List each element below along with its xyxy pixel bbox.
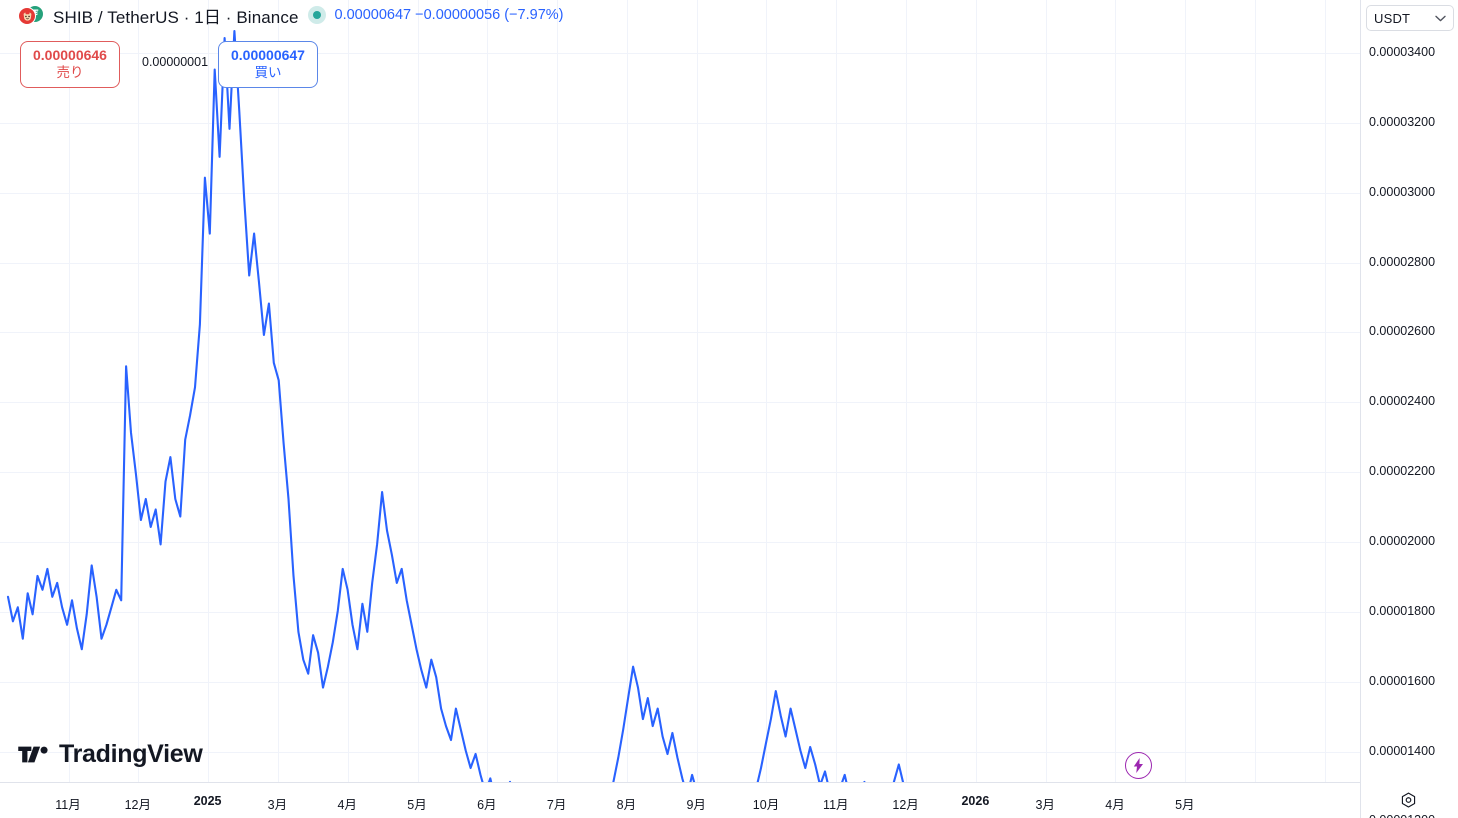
time-tick-label: 7月 [546,798,567,812]
time-tick-label: 3月 [267,798,288,812]
price-tick-label: 0.00002400 [1369,394,1436,409]
ask-price-label: 売り [56,64,84,80]
gridline-horizontal [0,122,1360,124]
price-tick-label: 0.00002200 [1369,464,1436,479]
gridline-vertical [1046,0,1047,782]
time-tick-label: 5月 [407,798,427,812]
time-tick-label: 12月 [124,798,151,812]
price-tick-label: 0.00003400 [1369,45,1436,59]
spread-value: 0.00000001 [142,55,209,69]
last-price-dotted-line [0,0,1360,782]
price-line-series [6,29,905,782]
gridline-vertical [1185,0,1186,782]
price-tick-label: 0.00003200 [1369,114,1436,129]
time-tick-label: 12月 [892,798,919,812]
currency-selector[interactable]: USDT [1366,5,1454,31]
symbol-pair-icon: ₮ [18,5,44,25]
time-tick-label: 10月 [752,798,780,812]
price-tick-label: 0.00001200 [1369,813,1435,818]
gridline-vertical [836,0,837,782]
gridline-vertical [69,0,70,782]
time-tick-label: 4月 [337,798,357,812]
gridline-horizontal [0,262,1360,264]
gridline-vertical [1255,0,1256,782]
price-tick-label: 0.00001800 [1369,603,1436,618]
gridline-horizontal [0,192,1360,194]
tradingview-logo-icon [18,746,48,763]
gridline-vertical [487,0,488,782]
gear-glyph-icon [1401,792,1415,808]
symbol-title[interactable]: SHIB / TetherUS · 1日 · Binance [53,7,299,27]
time-tick-label: 8月 [616,798,637,812]
gridline-vertical [138,0,139,782]
market-open-dot-icon [307,6,326,24]
price-axis[interactable]: USDT 0.00003400 0.00003200 0.00003000 0.000… [1360,0,1458,818]
time-tick-label: 6月 [477,798,497,812]
gridline-vertical [208,0,209,782]
price-line-path [6,29,905,782]
time-tick-label: 3月 [1035,798,1055,812]
price-tick-label: 0.00001600 [1369,673,1436,688]
time-tick-label: 4月 [1105,798,1125,812]
settings-gear-icon[interactable] [1395,788,1421,812]
bid-price-value: 0.00000647 [231,47,305,63]
ask-price-value: 0.00000646 [33,47,107,63]
ask-price-badge[interactable]: 0.00000646 売り [20,41,120,89]
bolt-glyph-icon [1133,758,1143,773]
time-tick-label: 5月 [1175,798,1195,812]
price-tick-label: 0.00003000 [1369,184,1436,199]
time-tick-label: 9月 [686,798,706,812]
bid-price-badge[interactable]: 0.00000647 買い [218,41,318,89]
time-tick-label: 11月 [823,798,849,812]
chevron-down-icon [1435,15,1446,22]
time-axis[interactable]: 11月 12月 2025 3月 4月 5月 6月 7月 8月 9月 10月 11月 12月 2026 3月 4… [0,782,1360,818]
gridline-horizontal [0,541,1360,543]
gridline-horizontal [0,681,1360,683]
currency-label: USDT [1374,10,1411,26]
gridline-horizontal [0,751,1360,753]
gridline-vertical [1325,0,1326,782]
price-tick-label: 0.00002600 [1369,324,1436,339]
gridline-horizontal [0,471,1360,473]
chart-header: ₮ SHIB / TetherUS · 1日 · Binance 0.00000… [0,0,564,30]
gridline-vertical [906,0,907,782]
lightning-bolt-icon[interactable] [1125,752,1152,779]
time-tick-label: 2025 [193,794,222,808]
tradingview-watermark: TradingView [18,740,203,769]
price-tick-label: 0.00002000 [1369,533,1436,548]
tradingview-brand-text: TradingView [59,740,203,768]
gridline-horizontal [0,611,1360,613]
time-tick-label: 2026 [961,794,990,808]
chart-plot-area[interactable] [0,0,1360,782]
gridline-vertical [557,0,558,782]
gridline-vertical [976,0,977,782]
gridline-horizontal [0,52,1360,54]
price-tick-label: 0.00001400 [1369,743,1436,758]
gridline-vertical [1115,0,1116,782]
gridline-vertical [418,0,419,782]
quote-summary: 0.00000647 −0.00000056 (−7.97%) [334,7,564,23]
gridline-horizontal [0,331,1360,333]
gridline-horizontal [0,401,1360,403]
shiba-coin-icon [18,7,36,25]
gridline-vertical [627,0,628,782]
time-tick-label: 11月 [55,798,81,812]
bid-price-label: 買い [254,64,282,80]
shiba-glyph-icon [23,11,31,21]
gridline-vertical [766,0,767,782]
price-tick-label: 0.00002800 [1369,254,1436,269]
gridline-vertical [697,0,698,782]
gridline-vertical [348,0,349,782]
